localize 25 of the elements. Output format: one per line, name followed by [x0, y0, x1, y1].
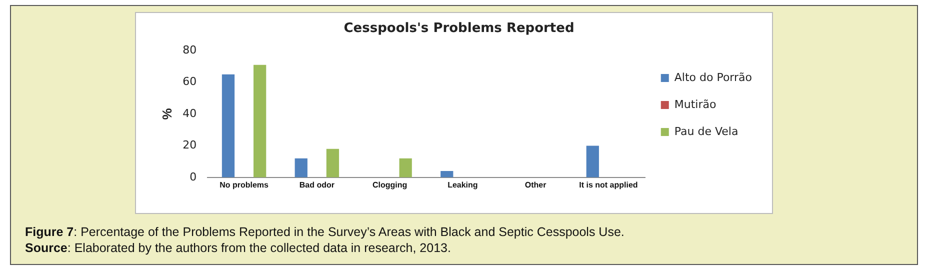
y-tick-label: 20: [182, 138, 197, 152]
caption: Figure 7: Percentage of the Problems Reported in the Survey’s Areas with Black and Septic Cesspools Use.: [25, 224, 624, 240]
bar: [399, 158, 412, 178]
y-tick-label: 40: [182, 106, 197, 120]
legend-label: Alto do Porrão: [674, 70, 752, 84]
bar: [440, 171, 454, 178]
y-tick-label: 60: [182, 75, 197, 88]
legend-label: Pau de Vela: [674, 124, 738, 138]
x-tick-label: Leaking: [448, 180, 478, 190]
x-tick-label: It is not applied: [579, 180, 638, 190]
legend-label: Mutirão: [674, 98, 716, 111]
x-tick-label: Other: [524, 180, 546, 190]
x-tick-label: Bad odor: [299, 180, 334, 190]
bar: [294, 158, 308, 178]
source-note: Source: Elaborated by the authors from the collected data in research, 2013.: [25, 240, 452, 256]
y-tick-label: 80: [182, 43, 197, 56]
y-tick-label: 0: [190, 170, 197, 184]
x-tick-label: Clogging: [372, 180, 408, 190]
x-tick-label: No problems: [220, 180, 270, 190]
bar: [222, 74, 235, 178]
bar: [326, 148, 340, 178]
y-axis-title: %: [159, 108, 174, 120]
bar: [254, 64, 266, 178]
bar: [586, 146, 599, 178]
chart-title: Cesspools's Problems Reported: [344, 21, 574, 36]
